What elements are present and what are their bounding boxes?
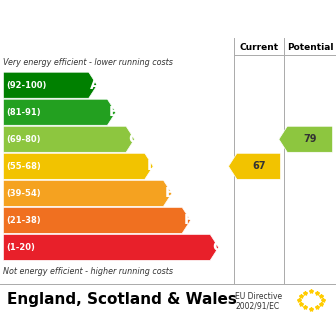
Text: Very energy efficient - lower running costs: Very energy efficient - lower running co… — [3, 58, 173, 67]
Text: (39-54): (39-54) — [7, 189, 41, 198]
Text: (55-68): (55-68) — [7, 162, 41, 171]
Text: Not energy efficient - higher running costs: Not energy efficient - higher running co… — [3, 267, 173, 276]
Text: England, Scotland & Wales: England, Scotland & Wales — [7, 292, 237, 307]
Text: 2002/91/EC: 2002/91/EC — [235, 301, 279, 310]
Polygon shape — [3, 153, 153, 179]
Text: Potential: Potential — [287, 43, 333, 52]
Text: E: E — [165, 186, 175, 200]
Text: 67: 67 — [252, 161, 265, 171]
Text: F: F — [184, 213, 193, 227]
Polygon shape — [3, 207, 191, 233]
Text: (21-38): (21-38) — [7, 216, 41, 225]
Text: EU Directive: EU Directive — [235, 292, 282, 301]
Text: 79: 79 — [303, 134, 317, 144]
Polygon shape — [3, 99, 116, 125]
Text: A: A — [90, 78, 101, 92]
Text: G: G — [212, 240, 223, 255]
Text: B: B — [109, 105, 120, 119]
Text: C: C — [128, 132, 138, 146]
Polygon shape — [3, 126, 134, 152]
Polygon shape — [3, 180, 172, 206]
Text: Current: Current — [239, 43, 278, 52]
Polygon shape — [228, 153, 281, 179]
Text: (81-91): (81-91) — [7, 108, 41, 117]
Text: (92-100): (92-100) — [7, 81, 47, 90]
Text: D: D — [146, 159, 158, 173]
Polygon shape — [279, 126, 333, 152]
Text: Energy Efficiency Rating: Energy Efficiency Rating — [44, 10, 292, 28]
Text: (69-80): (69-80) — [7, 135, 41, 144]
Text: (1-20): (1-20) — [7, 243, 36, 252]
Polygon shape — [3, 234, 218, 261]
Polygon shape — [3, 72, 97, 98]
